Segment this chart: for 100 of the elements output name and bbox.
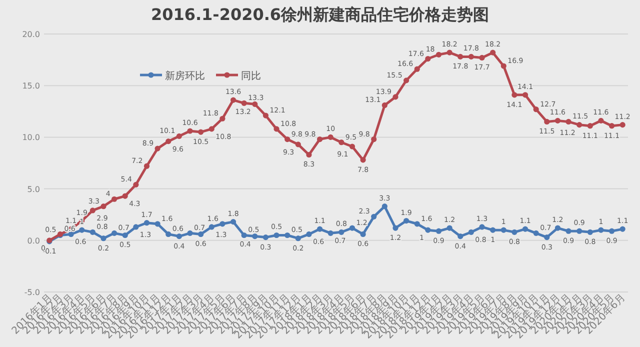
point: [198, 231, 204, 238]
point: [122, 232, 128, 238]
point: [295, 142, 301, 148]
point: [144, 163, 150, 169]
point: [100, 236, 106, 242]
point: [220, 221, 226, 227]
point: [458, 233, 464, 240]
point: [274, 232, 280, 238]
point: [241, 100, 247, 106]
point: [144, 220, 150, 226]
point: [446, 50, 452, 56]
point: [576, 228, 582, 234]
point: [403, 78, 410, 84]
point: [187, 128, 193, 134]
y-tick-label: 20.0: [22, 30, 40, 39]
y-tick-label: 0.0: [27, 236, 40, 246]
point: [133, 224, 139, 230]
point: [446, 225, 452, 231]
point: [122, 193, 128, 199]
y-tick-label: 15.0: [22, 82, 40, 91]
point: [566, 228, 572, 234]
point: [241, 232, 247, 238]
point: [316, 136, 323, 142]
point: [522, 92, 528, 98]
point: [208, 126, 214, 132]
point: [392, 94, 398, 100]
point: [90, 208, 96, 214]
point: [620, 226, 626, 232]
point: [533, 230, 539, 236]
point: [544, 118, 550, 125]
point: [382, 102, 388, 108]
point: [608, 228, 615, 234]
point: [458, 54, 464, 60]
point: [284, 232, 290, 238]
point: [533, 106, 539, 112]
point: [262, 234, 269, 240]
point: [111, 230, 118, 236]
point: [90, 229, 96, 235]
point: [468, 54, 474, 60]
point: [349, 144, 356, 150]
legend-label: 同比: [241, 70, 261, 82]
point: [187, 230, 193, 236]
legend-label: 新房环比: [165, 70, 205, 82]
point: [111, 196, 118, 202]
point: [252, 101, 258, 107]
point: [414, 66, 420, 72]
point: [284, 136, 290, 142]
point: [316, 226, 323, 232]
point: [328, 230, 334, 236]
point: [306, 152, 312, 158]
point: [338, 140, 344, 146]
point: [79, 227, 85, 233]
point: [468, 229, 474, 235]
point: [371, 136, 377, 142]
point: [598, 118, 604, 124]
point: [479, 54, 485, 61]
point: [360, 231, 366, 238]
point: [554, 225, 561, 231]
point: [587, 229, 593, 235]
point: [382, 204, 388, 210]
point: [198, 129, 204, 135]
point: [566, 118, 572, 125]
point: [262, 112, 269, 118]
point: [392, 225, 398, 231]
point: [360, 157, 366, 163]
point: [154, 146, 160, 152]
point: [490, 227, 496, 233]
point: [166, 231, 172, 238]
point: [100, 204, 106, 210]
point: [208, 224, 214, 230]
point: [576, 122, 582, 128]
point: [230, 219, 236, 225]
point: [371, 214, 377, 220]
point: [620, 122, 626, 128]
point: [587, 123, 593, 129]
y-tick-label: 10.0: [22, 133, 40, 142]
y-tick-label: 5.0: [27, 184, 40, 194]
point: [512, 229, 518, 235]
point: [252, 233, 258, 240]
point: [133, 182, 139, 188]
point: [403, 218, 410, 224]
point: [608, 123, 615, 129]
point: [349, 225, 356, 231]
point: [230, 97, 236, 103]
point: [522, 226, 528, 232]
y-tick-label: -5.0: [24, 288, 40, 297]
point: [490, 50, 496, 56]
point: [425, 56, 431, 62]
point: [414, 221, 420, 227]
point: [544, 234, 550, 240]
point: [436, 228, 442, 234]
point: [598, 227, 604, 233]
point: [512, 92, 518, 98]
point: [479, 224, 485, 230]
point: [295, 236, 301, 242]
point: [500, 227, 506, 233]
point: [176, 233, 182, 240]
point: [328, 134, 334, 140]
point: [176, 133, 182, 139]
point: [154, 221, 160, 227]
